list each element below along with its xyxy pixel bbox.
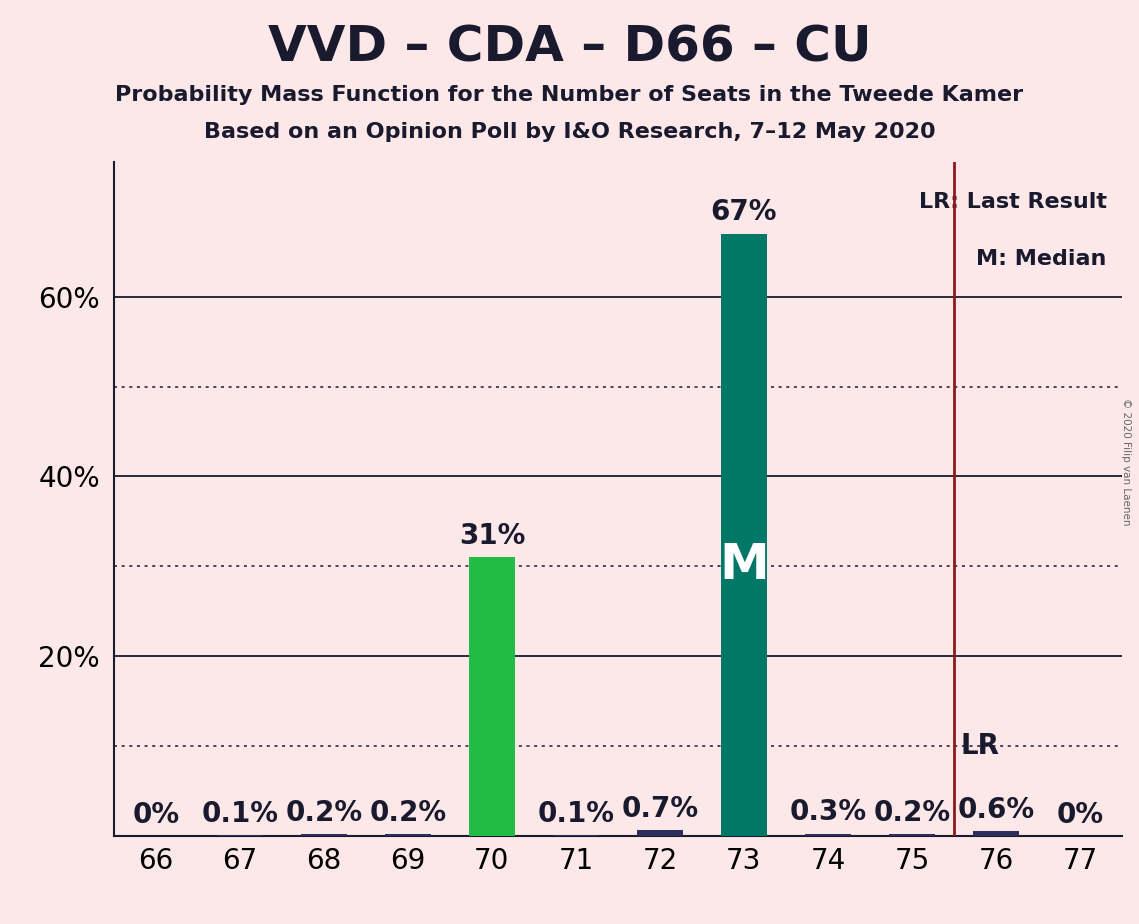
- Text: 0.6%: 0.6%: [958, 796, 1034, 823]
- Bar: [805, 833, 851, 836]
- Bar: [301, 834, 347, 836]
- Bar: [721, 234, 767, 836]
- Text: Probability Mass Function for the Number of Seats in the Tweede Kamer: Probability Mass Function for the Number…: [115, 85, 1024, 105]
- Text: 67%: 67%: [711, 199, 777, 226]
- Text: VVD – CDA – D66 – CU: VVD – CDA – D66 – CU: [268, 23, 871, 71]
- Text: © 2020 Filip van Laenen: © 2020 Filip van Laenen: [1121, 398, 1131, 526]
- Text: LR: LR: [960, 733, 1000, 760]
- Text: 0.7%: 0.7%: [622, 795, 698, 822]
- Text: 0.2%: 0.2%: [286, 799, 362, 827]
- Bar: [888, 834, 935, 836]
- Text: 0.2%: 0.2%: [874, 799, 950, 827]
- Bar: [469, 557, 515, 836]
- Bar: [973, 831, 1019, 836]
- Text: LR: Last Result: LR: Last Result: [919, 192, 1107, 212]
- Text: 0.1%: 0.1%: [538, 800, 614, 828]
- Text: 0%: 0%: [132, 801, 180, 829]
- Text: 0%: 0%: [1056, 801, 1104, 829]
- Bar: [385, 834, 431, 836]
- Text: 0.2%: 0.2%: [369, 799, 446, 827]
- Text: Based on an Opinion Poll by I&O Research, 7–12 May 2020: Based on an Opinion Poll by I&O Research…: [204, 122, 935, 142]
- Text: 31%: 31%: [459, 522, 525, 550]
- Text: 0.1%: 0.1%: [202, 800, 278, 828]
- Text: 0.3%: 0.3%: [789, 798, 867, 826]
- Text: M: Median: M: Median: [976, 249, 1107, 270]
- Bar: [637, 830, 683, 836]
- Text: M: M: [719, 541, 769, 590]
